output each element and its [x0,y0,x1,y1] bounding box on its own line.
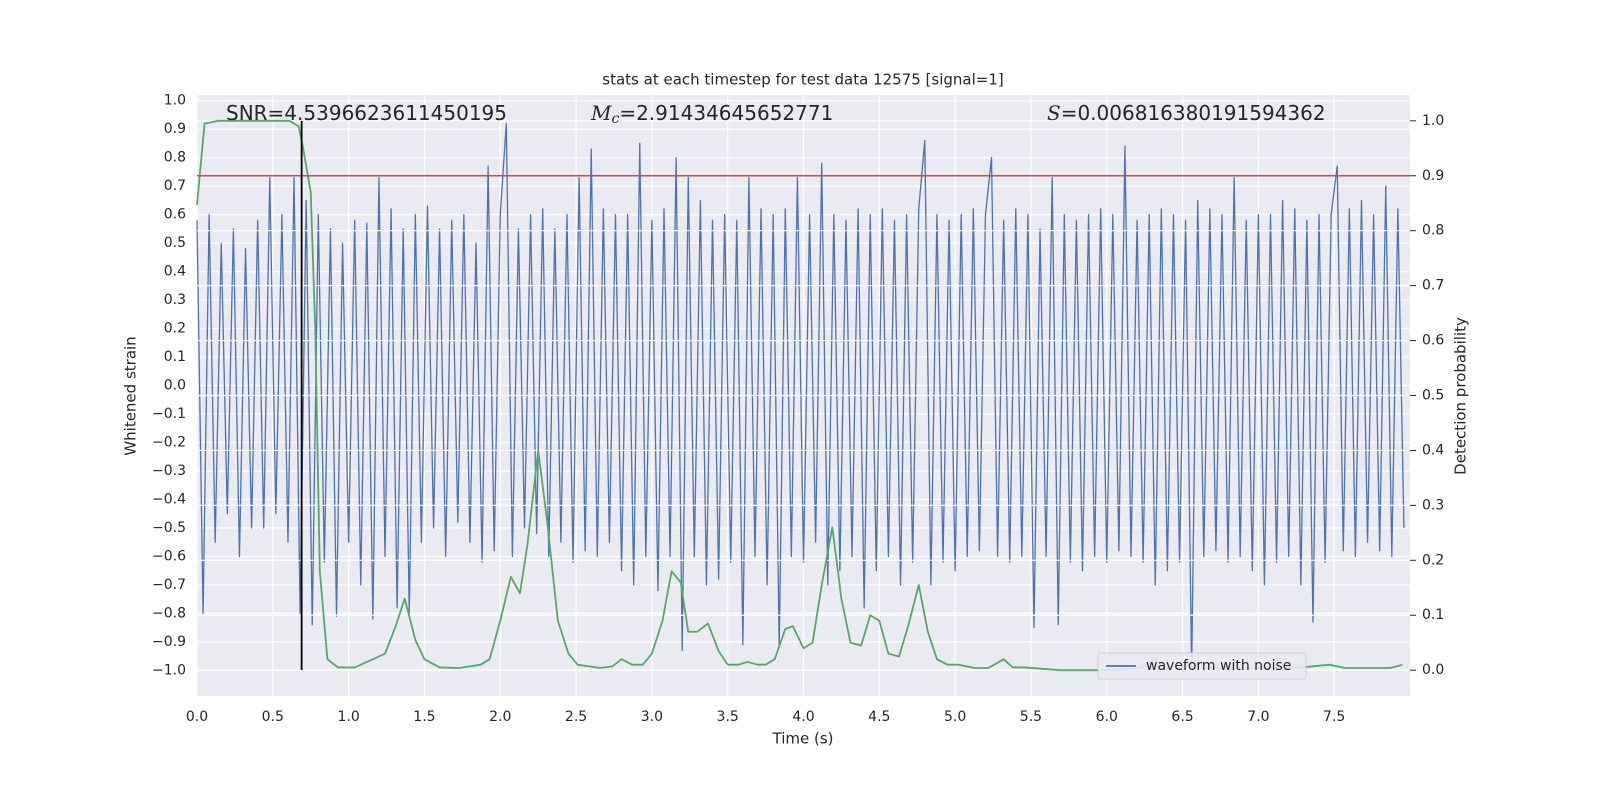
x-tick-label: 7.5 [1323,709,1345,725]
y-tick-label: 0.6 [164,207,186,223]
y-tick-label: 0.7 [164,178,186,194]
y2-tick-label: 0.2 [1422,552,1444,568]
y-tick-label: 0.0 [164,378,186,394]
x-tick-label: 3.5 [717,709,739,725]
x-tick-label: 0.0 [186,709,208,725]
x-tick-label: 0.5 [262,709,284,725]
y-tick-label: −0.1 [152,406,186,422]
x-tick-label: 1.0 [337,709,359,725]
y-tick-label: −0.6 [152,548,186,564]
y-tick-label: −1.0 [152,662,186,678]
annotation: Mc=2.91434645652771 [590,101,833,128]
x-tick-label: 6.5 [1171,709,1193,725]
x-tick-label: 3.0 [641,709,663,725]
annotation-text: =0.006816380191594362 [1061,101,1326,125]
y-tick-label: −0.5 [152,520,186,536]
legend-box [1097,652,1307,680]
chart-title: stats at each timestep for test data 125… [602,71,1003,89]
y-tick-label: −0.3 [152,463,186,479]
series-line [196,119,1403,672]
x-tick-label: 1.5 [413,709,435,725]
y2-tick-label: 0.7 [1422,278,1444,294]
annotation: SNR=4.5396623611450195 [226,101,507,125]
y-axis-label: Whitened strain [122,336,140,455]
y2-tick-label: 0.6 [1422,333,1444,349]
y-tick-label: −0.7 [152,577,186,593]
series-line [196,122,1405,672]
annotation-subscript: c [611,111,619,127]
x-tick-label: 5.5 [1020,709,1042,725]
y-tick-label: 1.0 [164,93,186,109]
x-tick-label: 7.0 [1247,709,1269,725]
y2-tick-label: 0.9 [1422,168,1444,184]
y2-tick-label: 0.5 [1422,388,1444,404]
legend-label: waveform with noise [1146,658,1291,674]
y2-tick-label: 1.0 [1422,113,1444,129]
x-tick-label: 5.0 [944,709,966,725]
x-axis-label: Time (s) [772,730,834,748]
y2-tick-label: 0.4 [1422,442,1444,458]
y-tick-label: −0.4 [152,491,186,507]
y-tick-label: 0.4 [164,264,186,280]
y-tick-label: −0.8 [152,605,186,621]
y-tick-label: 0.2 [164,321,186,337]
annotation-symbol: S [1047,101,1061,125]
y2-axis-label: Detection probability [1452,317,1470,475]
y2-tick-label: 0.0 [1422,662,1444,678]
y2-tick-label: 0.8 [1422,223,1444,239]
annotation-text: =2.91434645652771 [619,101,833,125]
y2-tick-label: 0.1 [1422,607,1444,623]
annotation-text: SNR=4.5396623611450195 [226,101,507,125]
y-tick-label: 0.9 [164,121,186,137]
x-tick-label: 2.0 [489,709,511,725]
y-tick-label: −0.9 [152,634,186,650]
y-tick-label: 0.8 [164,150,186,166]
annotation-symbol: M [590,101,612,125]
y-tick-label: 0.3 [164,292,186,308]
x-tick-label: 4.5 [868,709,890,725]
annotation: S=0.006816380191594362 [1047,101,1326,125]
x-tick-label: 2.5 [565,709,587,725]
y-tick-label: 0.5 [164,235,186,251]
y2-tick-label: 0.3 [1422,497,1444,513]
x-tick-label: 4.0 [792,709,814,725]
x-tick-label: 6.0 [1096,709,1118,725]
y-tick-label: −0.2 [152,434,186,450]
y-tick-label: 0.1 [164,349,186,365]
